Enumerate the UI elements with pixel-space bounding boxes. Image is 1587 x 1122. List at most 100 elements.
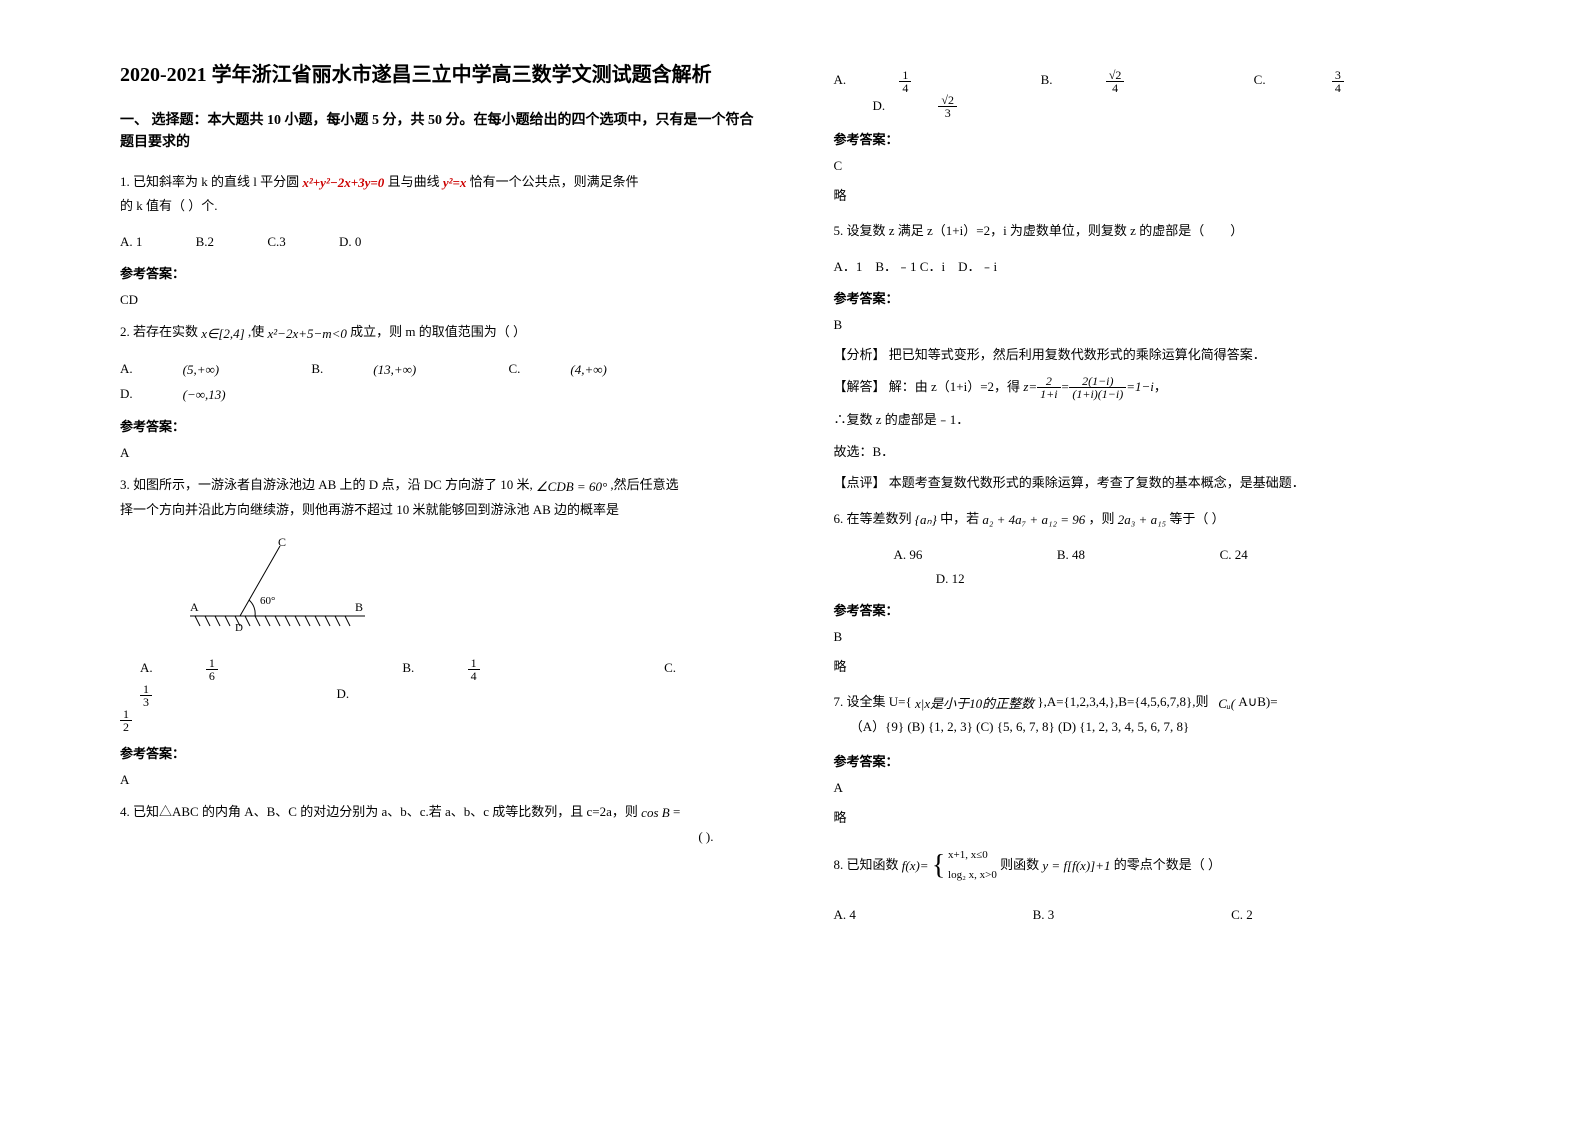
q3-fracD: 12 (120, 708, 182, 733)
q8-fx: f(x)= (902, 854, 929, 877)
q8-case2: log₂ x, x>0 (948, 869, 997, 881)
q1-optB: B.2 (196, 234, 214, 249)
page-container: 2020-2021 学年浙江省丽水市遂昌三立中学高三数学文测试题含解析 一、 选… (0, 0, 1587, 975)
q4-fracD: √23 (938, 94, 1007, 119)
q6-text-mid: 中，若 (940, 511, 979, 526)
q6-text-mid2: ，则 (1089, 511, 1115, 526)
q5-formula: z=21+i=2(1−i)(1+i)(1−i)=1−i (1023, 375, 1154, 401)
q5-solve: 【解答】 解：由 z（1+i）=2，得 z=21+i=2(1−i)(1+i)(1… (834, 375, 1468, 401)
q6-answer: B (834, 629, 1468, 645)
q4-text: 4. 已知△ABC 的内角 A、B、C 的对边分别为 a、b、c.若 a、b、c… (120, 804, 638, 819)
question-3: 3. 如图所示，一游泳者自游泳池边 AB 上的 D 点，沿 DC 方向游了 10… (120, 473, 754, 521)
q2-optC: (4,+∞) (570, 358, 606, 381)
q1-options: A. 1 B.2 C.3 D. 0 (120, 230, 754, 253)
q6-text-pre: 6. 在等差数列 (834, 511, 912, 526)
q7-brief: 略 (834, 806, 1468, 829)
q3-optC-label: C. (664, 660, 676, 675)
q8-text-pre: 8. 已知函数 (834, 857, 899, 872)
q4-paren: ( ). (120, 825, 754, 848)
q3-fracB: 14 (468, 657, 530, 682)
q5-solve3: 故选：B． (834, 440, 1468, 463)
q1-optA: A. 1 (120, 234, 142, 249)
q5-solve-label: 【解答】 (834, 379, 886, 394)
q3-angle: ∠CDB = 60° (536, 475, 607, 498)
q6-answer-label: 参考答案： (834, 600, 1468, 619)
q8-optB: B. 3 (1033, 907, 1055, 922)
question-2: 2. 若存在实数 x∈[2,4] ,使 x²−2x+5−m<0 成立，则 m 的… (120, 320, 754, 345)
q5-solve-pre: 解：由 z（1+i）=2，得 (889, 379, 1020, 394)
q4-fracA: 14 (899, 69, 961, 94)
q4-options: A. 14 B. √24 C. 34 D. √23 (834, 68, 1468, 119)
label-angle: 60° (260, 595, 275, 607)
q6-options: A. 96 B. 48 C. 24 D. 12 (894, 543, 1468, 590)
section-header: 一、 选择题：本大题共 10 小题，每小题 5 分，共 50 分。在每小题给出的… (120, 110, 754, 155)
q4-answer-label: 参考答案： (834, 129, 1468, 148)
q5-comment-text: 本题考查复数代数形式的乘除运算，考查了复数的基本概念，是基础题． (889, 475, 1305, 490)
question-6: 6. 在等差数列 {aₙ} 中，若 a₂ + 4a₇ + a₁₂ = 96 ，则… (834, 507, 1468, 532)
q6-optD: D. 12 (936, 571, 965, 586)
question-8: 8. 已知函数 f(x)= { x+1, x≤0 log₂ x, x>0 则函数… (834, 841, 1468, 891)
q4-eq: = (673, 804, 680, 819)
document-title: 2020-2021 学年浙江省丽水市遂昌三立中学高三数学文测试题含解析 (120, 60, 754, 90)
q4-fracB: √24 (1106, 69, 1175, 94)
q4-optA-label: A. (834, 72, 847, 87)
q5-analysis-label: 【分析】 (834, 347, 886, 362)
q1-text-post: 恰有一个公共点，则满足条件 (470, 174, 639, 189)
q7-answer: A (834, 780, 1468, 796)
q2-optB: (13,+∞) (373, 358, 416, 381)
question-1: 1. 已知斜率为 k 的直线 l 平分圆 x²+y²−2x+3y=0 且与曲线 … (120, 170, 754, 218)
q2-optD-label: D. (120, 386, 133, 401)
q5-solve2: ∴复数 z 的虚部是﹣1． (834, 408, 1468, 431)
q1-answer-label: 参考答案： (120, 263, 754, 282)
q6-optA: A. 96 (894, 547, 923, 562)
q2-optB-label: B. (311, 361, 323, 376)
q3-options: A. 16 B. 14 C. 13 D. 12 (140, 656, 754, 733)
q5-answer: B (834, 317, 1468, 333)
q1-formula2: y²=x (443, 171, 467, 194)
q1-line2: 的 k 值有（ ）个. (120, 198, 218, 213)
q8-optC: C. 2 (1231, 907, 1253, 922)
q6-eq1: a₂ + 4a₇ + a₁₂ = 96 (982, 508, 1085, 531)
q4-fracC: 34 (1332, 69, 1394, 94)
q4-cosB: cos B (641, 801, 670, 824)
q2-text-pre: 2. 若存在实数 (120, 324, 198, 339)
left-column: 2020-2021 学年浙江省丽水市遂昌三立中学高三数学文测试题含解析 一、 选… (100, 60, 794, 935)
q1-answer: CD (120, 292, 754, 308)
q3-fracC: 13 (140, 683, 202, 708)
q3-text2: ,然后任意选 (610, 477, 678, 492)
q3-optA-label: A. (140, 660, 153, 675)
q5-comment-label: 【点评】 (834, 475, 886, 490)
label-C: C (278, 536, 286, 549)
right-column: A. 14 B. √24 C. 34 D. √23 参考答案： C 略 5. 设… (794, 60, 1488, 935)
q1-text-pre: 1. 已知斜率为 k 的直线 l 平分圆 (120, 174, 299, 189)
q7-text-post: A∪B)= (1238, 694, 1277, 709)
q3-fracA: 16 (206, 657, 268, 682)
label-A: A (190, 600, 199, 614)
q5-analysis-text: 把已知等式变形，然后利用复数代数形式的乘除运算化简得答案． (889, 347, 1266, 362)
q4-answer: C (834, 158, 1468, 174)
q3-answer-label: 参考答案： (120, 743, 754, 762)
q3-optD-label: D. (337, 686, 350, 701)
q1-optC: C.3 (267, 234, 285, 249)
q2-optC-label: C. (508, 361, 520, 376)
q5-analysis: 【分析】 把已知等式变形，然后利用复数代数形式的乘除运算化简得答案． (834, 343, 1468, 366)
q2-text-post: 成立，则 m 的取值范围为（ ） (350, 324, 526, 339)
q2-answer: A (120, 445, 754, 461)
q7-cond: x|x是小于10的正整数 (915, 692, 1034, 715)
question-5: 5. 设复数 z 满足 z（1+i）=2，i 为虚数单位，则复数 z 的虚部是（… (834, 219, 1468, 242)
q2-text-mid: ,使 (248, 324, 264, 339)
q7-cu: Cᵤ( (1218, 692, 1235, 715)
q8-optA: A. 4 (834, 907, 856, 922)
q2-options: A.(5,+∞) B.(13,+∞) C.(4,+∞) D.(−∞,13) (120, 357, 754, 406)
q2-formula2: x²−2x+5−m<0 (268, 322, 347, 345)
q8-text-mid: 则函数 (1000, 857, 1039, 872)
q7-text-pre: 7. 设全集 U={ (834, 694, 915, 709)
q8-cases: { x+1, x≤0 log₂ x, x>0 (932, 841, 997, 891)
q4-optB-label: B. (1041, 72, 1053, 87)
q1-formula1: x²+y²−2x+3y=0 (302, 171, 384, 194)
q2-formula1: x∈[2,4] (201, 322, 244, 345)
q6-text-post: 等于（ ） (1169, 511, 1224, 526)
q2-answer-label: 参考答案： (120, 416, 754, 435)
q2-optD: (−∞,13) (183, 383, 226, 406)
q1-text-mid: 且与曲线 (388, 174, 440, 189)
